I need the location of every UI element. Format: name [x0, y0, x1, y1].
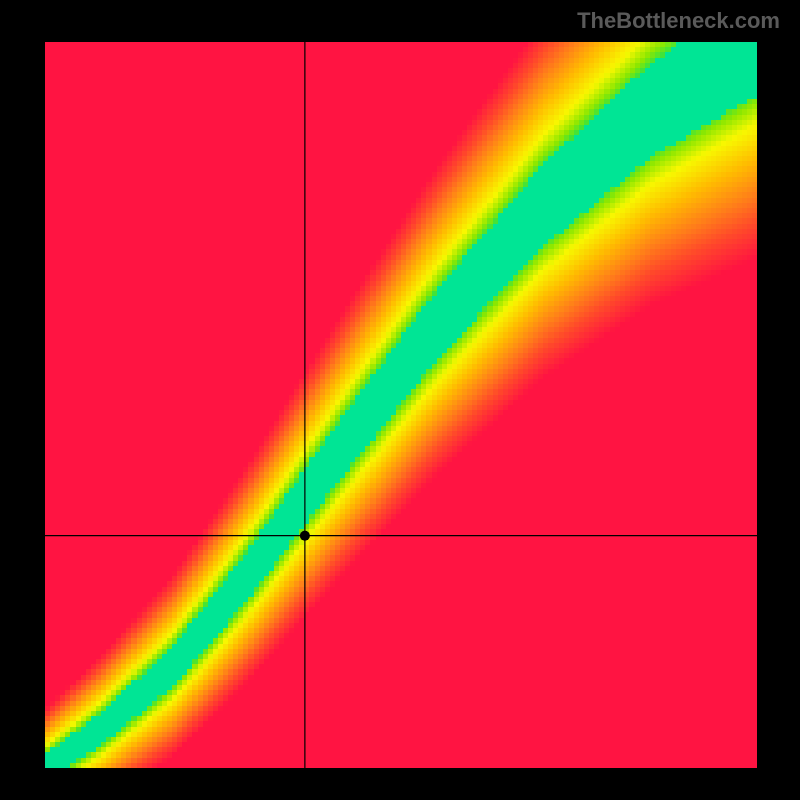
chart-container: TheBottleneck.com [0, 0, 800, 800]
bottleneck-heatmap [45, 42, 757, 768]
watermark-text: TheBottleneck.com [577, 8, 780, 34]
